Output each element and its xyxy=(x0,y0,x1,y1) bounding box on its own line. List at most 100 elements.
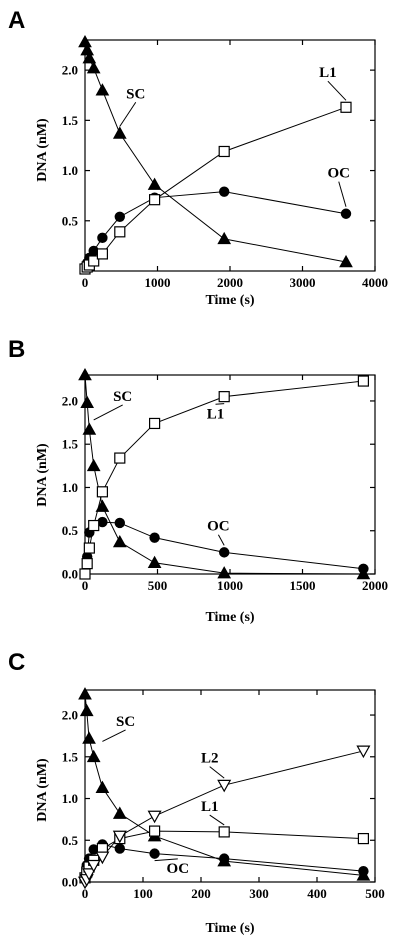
panel-b-series-l1-point xyxy=(96,486,109,498)
panel-c-series-l1-point xyxy=(149,825,161,837)
panel-b-series-sc-point xyxy=(95,499,110,512)
panel-c-annotation-leader xyxy=(102,729,126,742)
panel-c-annotation-leader xyxy=(154,858,178,862)
panel-a-plot: 0 1000 2000 3000 4000 0.5 1.0 1.5 2.0 SC L1 OC xyxy=(62,34,388,290)
panel-a-series-l1-point xyxy=(88,255,100,267)
panel-a-series-l1-point xyxy=(218,145,230,158)
panel-c-series-l1-point xyxy=(357,832,369,845)
panel-c-series-l2-point xyxy=(356,745,371,759)
panel-a-ytick-label: 2.0 xyxy=(62,63,78,78)
panel-c-annotation-sc: SC xyxy=(116,714,135,730)
panel-c-annotation-leader xyxy=(209,814,225,826)
panel-c-xlabel: Time (s) xyxy=(205,921,254,936)
panel-b-series-l1-point xyxy=(83,542,95,554)
panel-b-ylabel: DNA (nM) xyxy=(35,443,50,507)
panel-c-xtick-label: 100 xyxy=(133,886,153,901)
panel-c-ytick-label: 1.5 xyxy=(62,749,79,764)
panel-a-series-sc-point xyxy=(86,61,101,74)
panel-b-annotation-leader xyxy=(215,403,225,405)
panel-a-series-sc-point xyxy=(147,177,162,190)
panel-a-series-l1-point xyxy=(149,194,161,206)
panel-a-series-sc-point xyxy=(95,83,110,96)
panel-a-annotation-oc: OC xyxy=(328,166,351,182)
panel-b-series-l1-point xyxy=(79,568,91,580)
panel-a-series-sc-point xyxy=(78,34,92,48)
panel-b-series-l1-point xyxy=(218,391,230,403)
panel-b-xtick-label: 1000 xyxy=(217,578,243,593)
panel-b-ytick-label: 1.0 xyxy=(62,480,78,495)
panel-c-series-l2-point xyxy=(95,851,110,865)
panel-a-ytick-label: 1.5 xyxy=(62,113,79,128)
panel-c-series-oc-point xyxy=(358,865,369,877)
panel-a-series-oc-point xyxy=(219,186,230,197)
panel-a-xtick-label: 2000 xyxy=(217,275,243,290)
panel-b-series-oc-point xyxy=(219,547,230,558)
panel-a: A DNA (nM) Time (s) 0 1000 2000 3000 4000 0.5… xyxy=(8,7,388,308)
panel-a-annotation-leader xyxy=(119,101,137,127)
panel-a-series-sc-point xyxy=(217,231,232,245)
panel-c-xtick-label: 0 xyxy=(82,886,89,901)
panel-b-annotation-leader xyxy=(93,404,123,421)
panel-b-xtick-label: 1500 xyxy=(290,578,316,593)
panel-c-ylabel: DNA (nM) xyxy=(35,758,50,822)
panel-letter-b: B xyxy=(8,336,25,363)
panel-b-ytick-label: 2.0 xyxy=(62,393,78,408)
panel-c-series-oc-point xyxy=(114,843,126,854)
panel-b-annotation-sc: SC xyxy=(113,389,132,405)
panel-c-ytick-label: 0.5 xyxy=(62,833,79,848)
panel-c-annotation-l2: L2 xyxy=(201,751,219,767)
panel-a-ytick-label: 1.0 xyxy=(62,163,78,178)
panel-b-series-sc-point xyxy=(147,555,162,569)
panel-a-annotation-leader xyxy=(327,80,347,101)
panel-a-ylabel: DNA (nM) xyxy=(35,118,50,182)
panel-a-series-l1-point xyxy=(114,226,126,238)
panel-c-series-oc-point xyxy=(219,853,230,864)
panel-c-annotation-leader xyxy=(209,766,225,779)
panel-a-series-oc-point xyxy=(340,208,352,219)
panel-c: C DNA (nM) Time (s) 0 100 200 300 400 5000.00… xyxy=(8,649,385,936)
panel-c-frame xyxy=(84,689,376,883)
panel-b-series-sc-point xyxy=(217,566,232,579)
panel-a-series-oc-point xyxy=(97,232,108,244)
panel-c-annotation-oc: OC xyxy=(167,861,190,877)
panel-a-xtick-label: 0 xyxy=(82,275,89,290)
panel-b-plot: 0 500 1000 1500 2000 0.0 0.5 1.0 1.5 2.0 SC L1 OC xyxy=(62,367,388,593)
panel-a-xtick-label: 1000 xyxy=(145,275,171,290)
panel-b: B DNA (nM) Time (s) 0 500 1000 1500 20000.00… xyxy=(8,336,388,625)
panel-a-series-sc-point xyxy=(112,126,127,139)
panel-b-ytick-label: 1.5 xyxy=(62,437,79,452)
panel-b-xtick-label: 0 xyxy=(82,578,89,593)
panel-a-series-l1-line xyxy=(84,106,347,270)
panel-a-series-oc-point xyxy=(88,245,99,257)
panel-c-series-l2-point xyxy=(86,859,101,873)
panel-b-annotation-leader xyxy=(217,534,225,546)
panel-b-series-oc-point xyxy=(358,563,369,575)
panel-b-annotation-oc: OC xyxy=(207,519,230,535)
panel-letter-c: C xyxy=(8,649,25,676)
panel-b-series-sc-point xyxy=(86,458,101,472)
panel-b-series-sc-point xyxy=(78,367,92,381)
panel-c-series-l2-point xyxy=(147,810,162,824)
panel-b-series-l1-point xyxy=(114,452,126,464)
panel-b-series-oc-point xyxy=(149,532,160,543)
panel-c-series-sc-point xyxy=(79,703,94,717)
panel-c-series-oc-point xyxy=(149,848,160,859)
panel-c-series-sc-point xyxy=(112,806,127,819)
panel-b-xtick-label: 500 xyxy=(148,578,168,593)
panel-c-ytick-label: 0.0 xyxy=(62,875,78,890)
panel-b-series-sc-point xyxy=(80,395,95,408)
panel-c-ytick-label: 1.0 xyxy=(62,791,78,806)
panel-b-series-l1-point xyxy=(81,558,93,570)
panel-c-series-l2-point xyxy=(217,779,232,793)
panel-b-series-sc-point xyxy=(112,534,127,548)
panel-a-ytick-label: 0.5 xyxy=(62,213,79,228)
panel-b-series-sc-point xyxy=(82,422,97,435)
panel-b-ytick-label: 0.5 xyxy=(62,523,79,538)
panel-a-series-sc-point xyxy=(339,254,353,268)
panel-c-series-sc-point xyxy=(95,780,110,793)
panel-a-xtick-label: 4000 xyxy=(362,275,388,290)
panel-b-xlabel: Time (s) xyxy=(205,610,254,625)
panel-c-series-sc-point xyxy=(86,749,101,763)
